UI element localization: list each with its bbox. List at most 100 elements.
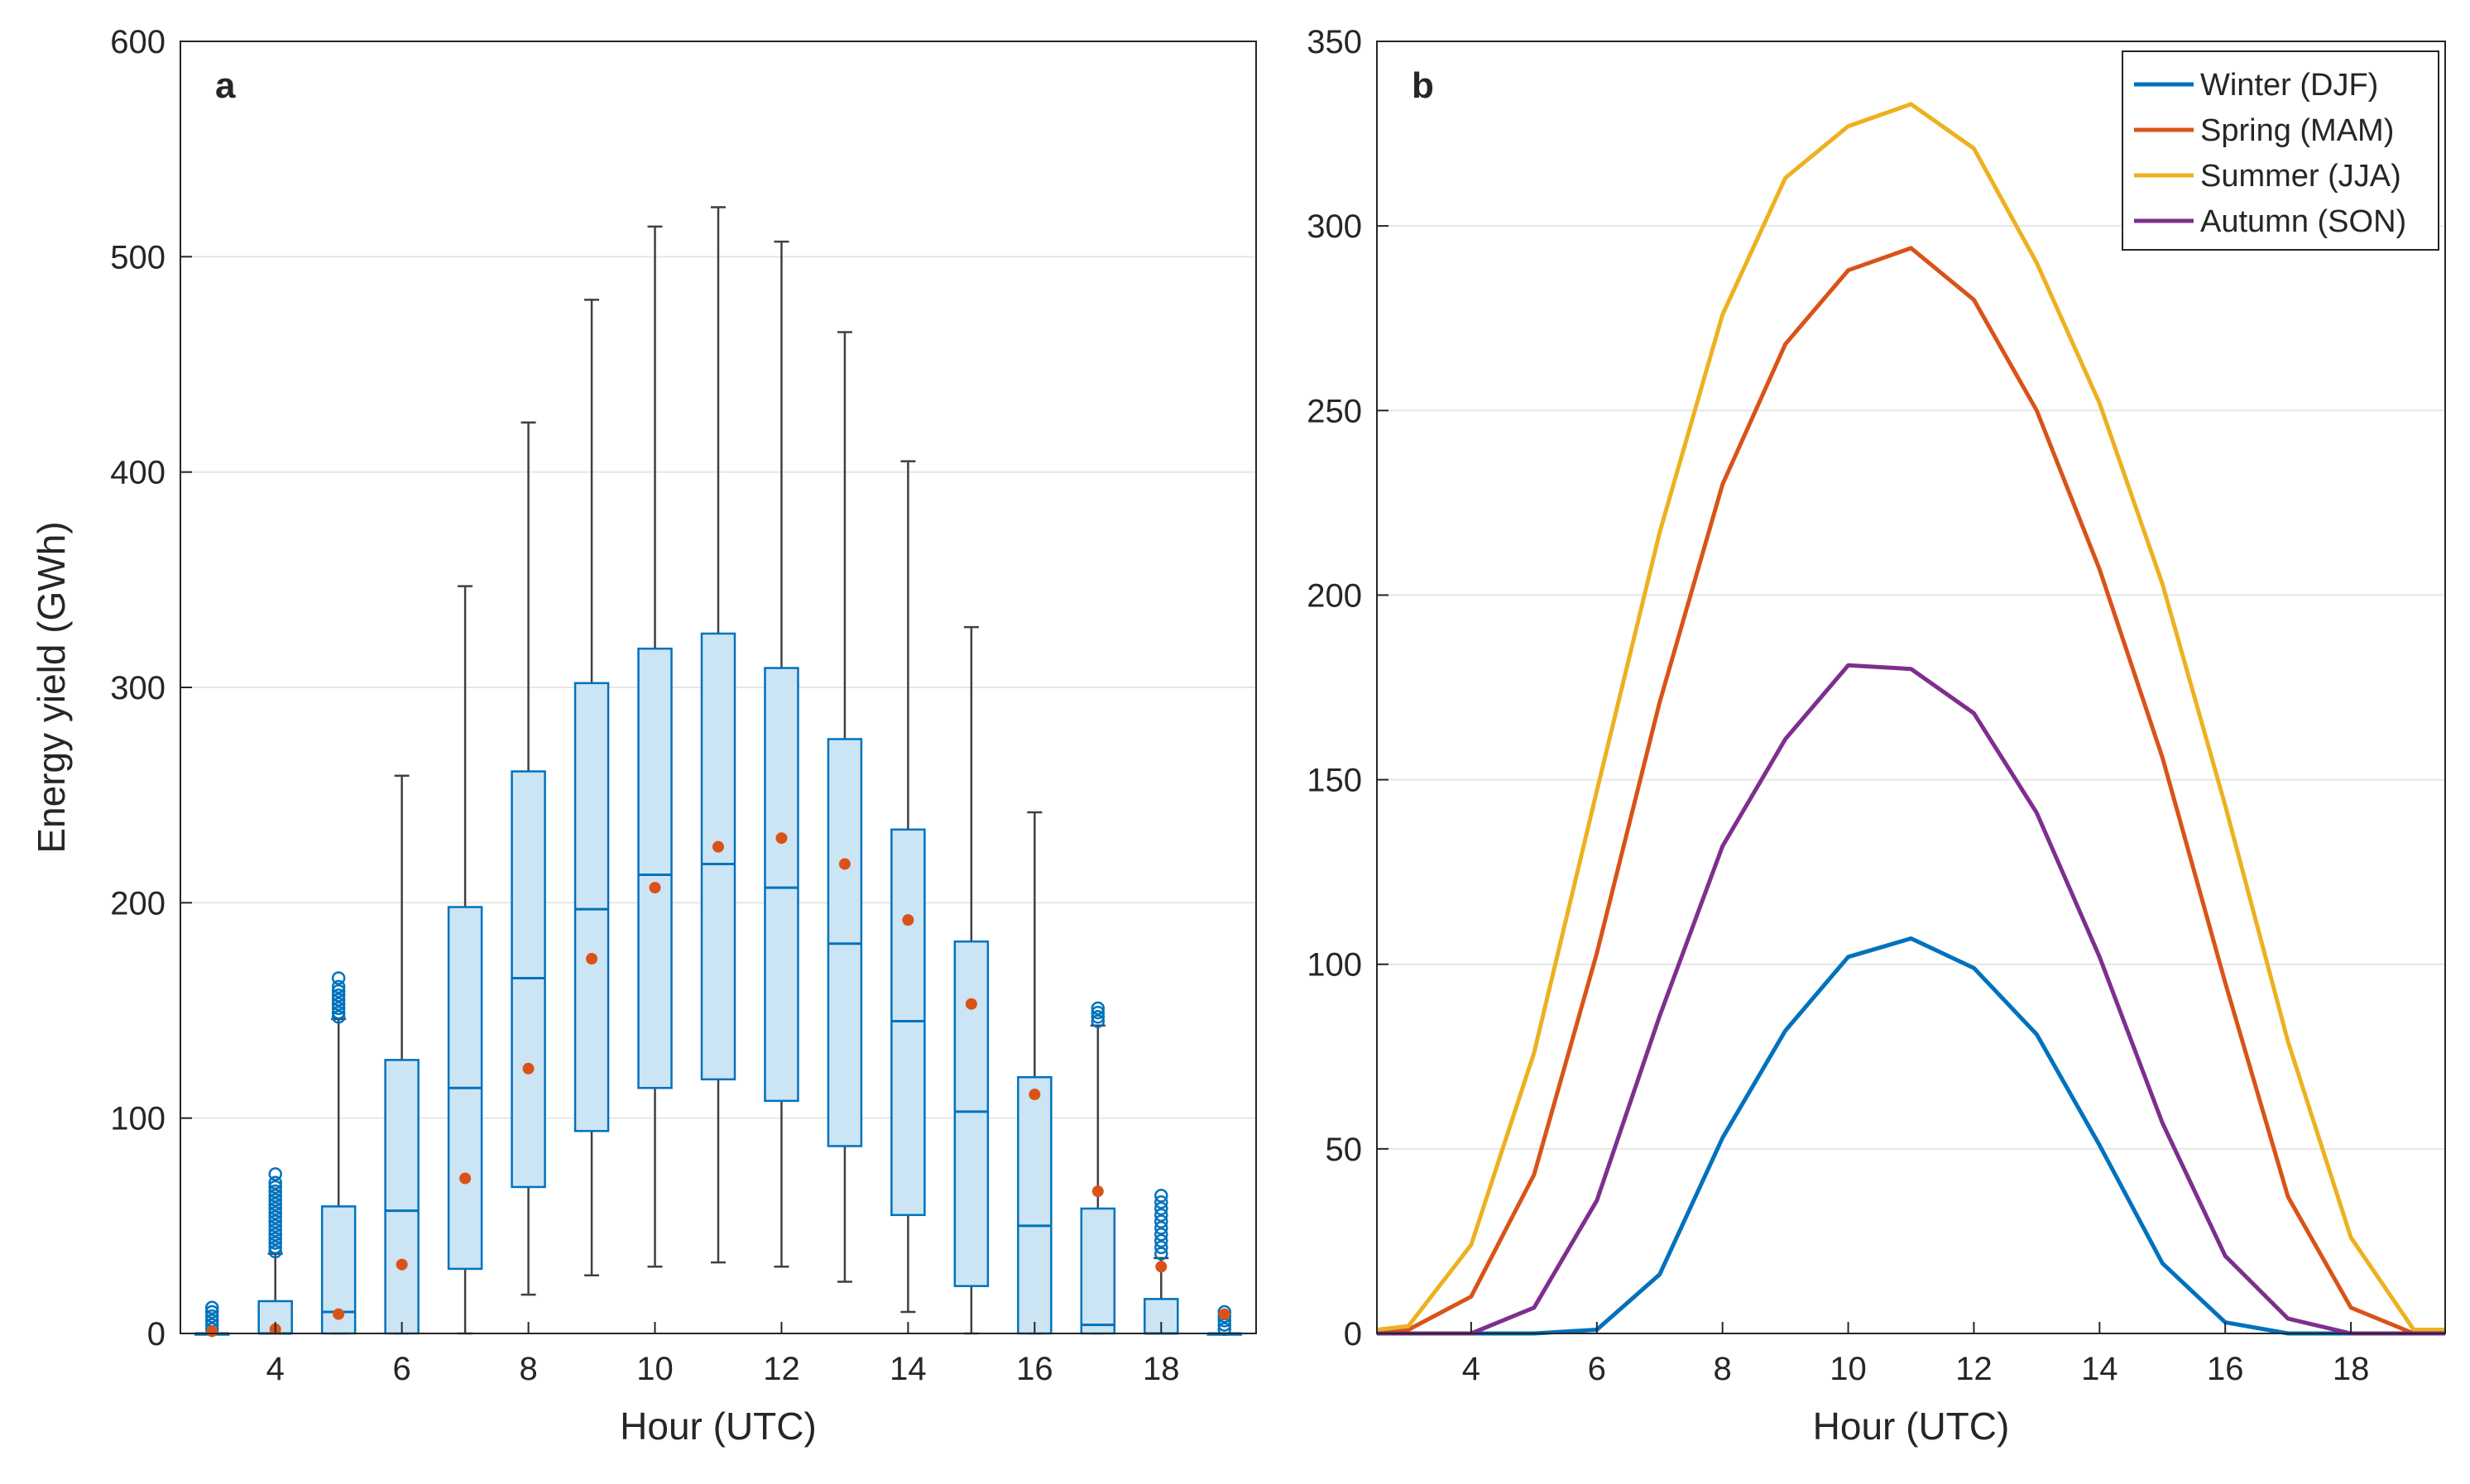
mean-point [396, 1258, 408, 1271]
outlier-point [268, 1167, 282, 1181]
outlier-point [204, 1309, 219, 1324]
y-tick-label: 100 [110, 1101, 165, 1137]
outlier-point [331, 984, 346, 998]
x-tick-label: 4 [266, 1351, 285, 1387]
series-line-0 [1377, 936, 2445, 1336]
mean-point [649, 882, 661, 894]
x-tick-label: 12 [1955, 1351, 1993, 1387]
y-tick-label: 500 [110, 239, 165, 275]
series-line-2 [1376, 102, 2445, 1332]
mean-point [206, 1325, 218, 1338]
outlier-point [268, 1205, 282, 1220]
mean-point [902, 914, 914, 926]
outlier-point [1091, 1005, 1106, 1020]
box-hour-3 [194, 1300, 230, 1338]
box-hour-4 [257, 1167, 293, 1335]
iqr-box [764, 667, 799, 1103]
box-hour-12 [764, 240, 799, 1268]
box-hour-6 [384, 774, 420, 1335]
series-line-1 [1377, 246, 2445, 1336]
outlier-point [331, 1010, 346, 1024]
legend-entry: Autumn (SON) [2200, 204, 2406, 239]
iqr-box [384, 1059, 420, 1335]
outlier-point [268, 1189, 282, 1203]
outlier-point [331, 1001, 346, 1016]
outlier-point [268, 1244, 282, 1259]
y-tick-label: 350 [1307, 24, 1362, 60]
y-tick-label: 100 [1307, 947, 1362, 984]
iqr-box [1017, 1075, 1053, 1335]
outlier-point [1091, 1014, 1106, 1028]
box-hour-9 [573, 299, 610, 1276]
panel-a-y-ticks: 0 100 200 300 400 500 600 [110, 24, 192, 1352]
panel-b-x-ticks: 4 6 8 10 12 14 16 18 [1462, 1322, 2370, 1387]
x-tick-label: 18 [2333, 1351, 2370, 1387]
outlier-point [268, 1218, 282, 1233]
y-tick-label: 50 [1326, 1132, 1363, 1168]
x-tick-label: 8 [519, 1351, 537, 1387]
box-hour-7 [447, 585, 483, 1335]
y-tick-label: 600 [110, 24, 165, 60]
outlier-point [1217, 1322, 1232, 1337]
legend-entry: Spring (MAM) [2200, 113, 2394, 148]
x-tick-label: 10 [1830, 1351, 1867, 1387]
x-tick-label: 8 [1714, 1351, 1732, 1387]
box-hour-10 [637, 225, 673, 1268]
mean-point [1091, 1185, 1104, 1198]
box-hour-17 [1080, 1001, 1116, 1335]
y-tick-label: 0 [147, 1316, 165, 1352]
panel-a-x-axis-label: Hour (UTC) [620, 1405, 817, 1448]
mean-point [712, 840, 724, 853]
box-hour-14 [890, 460, 926, 1314]
y-tick-label: 200 [1307, 577, 1362, 614]
panel-b-axes-frame [1376, 41, 2446, 1334]
outlier-point [1154, 1201, 1168, 1216]
outlier-point [1154, 1227, 1168, 1242]
outlier-point [268, 1210, 282, 1224]
panel-b-x-axis-label: Hour (UTC) [1813, 1405, 2010, 1448]
box-hour-11 [700, 206, 736, 1264]
y-tick-label: 300 [110, 670, 165, 706]
iqr-box [637, 647, 673, 1089]
y-tick-label: 0 [1344, 1316, 1362, 1352]
outlier-point [268, 1240, 282, 1255]
box-hour-5 [320, 971, 357, 1335]
outlier-point [268, 1201, 282, 1216]
outlier-point [331, 1005, 346, 1020]
outlier-point [1154, 1189, 1168, 1203]
outlier-point [204, 1300, 219, 1315]
outlier-point [1154, 1247, 1168, 1261]
y-tick-label: 150 [1307, 763, 1362, 799]
outlier-point [331, 971, 346, 985]
legend-entry: Winter (DJF) [2200, 68, 2378, 103]
panel-a-label: a [215, 65, 236, 106]
outlier-point [331, 989, 346, 1003]
panel-b-gridlines [1377, 225, 2445, 1150]
mean-point [459, 1172, 472, 1185]
mean-point [775, 832, 788, 845]
iqr-box [573, 682, 610, 1132]
panel-b-y-ticks: 0 50 100 150 200 250 300 350 [1307, 24, 1388, 1352]
y-tick-label: 300 [1307, 208, 1362, 245]
mean-point [838, 858, 851, 870]
outlier-point [1154, 1233, 1168, 1248]
box-hour-8 [511, 421, 546, 1296]
outlier-point [1091, 1010, 1106, 1024]
panel-a-boxes [194, 206, 1243, 1338]
x-tick-label: 4 [1462, 1351, 1480, 1387]
mean-point [586, 953, 598, 965]
outlier-point [331, 997, 346, 1011]
outlier-point [204, 1304, 219, 1319]
outlier-point [1154, 1221, 1168, 1235]
iqr-box [1080, 1207, 1116, 1335]
iqr-box [953, 940, 990, 1287]
iqr-box [700, 632, 736, 1081]
panel-a-y-axis-label: Energy yield (GWh) [30, 521, 73, 853]
panel-b-label: b [1412, 65, 1434, 106]
box-hour-16 [1017, 811, 1053, 1335]
series-line-3 [1377, 663, 2445, 1336]
outlier-point [268, 1214, 282, 1228]
outlier-point [268, 1197, 282, 1212]
y-tick-label: 250 [1307, 393, 1362, 429]
outlier-point [268, 1223, 282, 1237]
